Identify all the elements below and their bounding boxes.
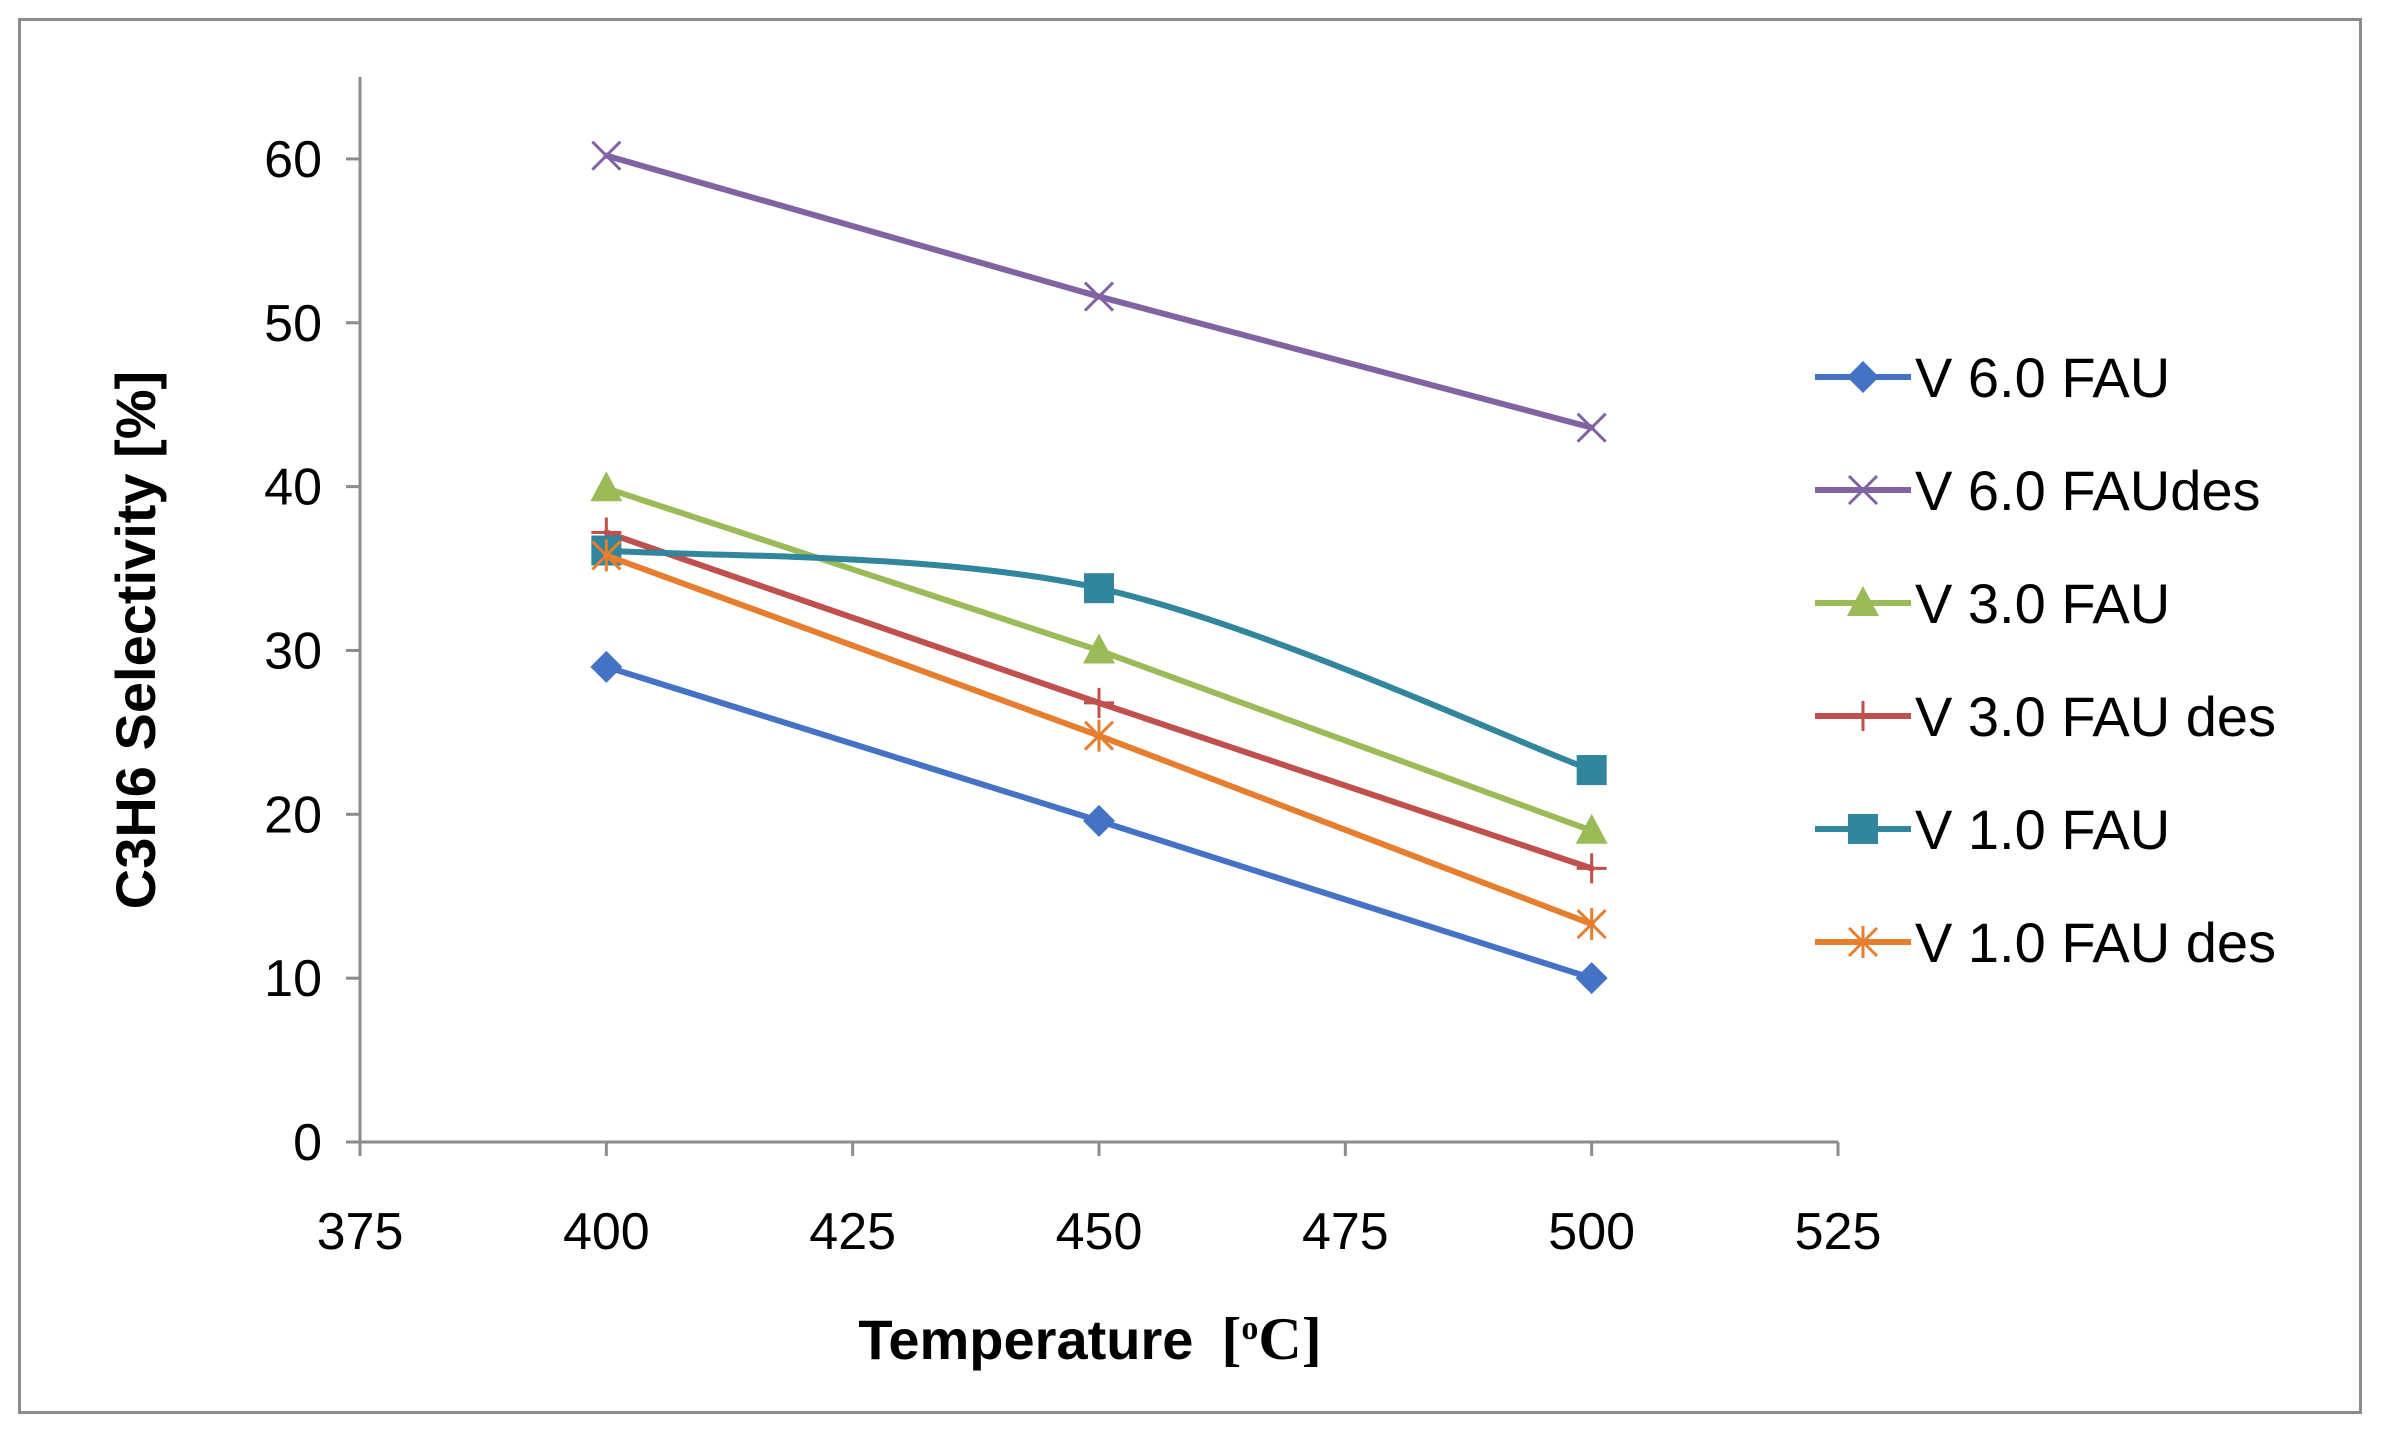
x-tick-label: 500 xyxy=(1548,1203,1635,1261)
data-point xyxy=(1576,908,1607,941)
x-tick-label: 525 xyxy=(1795,1203,1882,1261)
legend-marker xyxy=(1848,814,1878,844)
data-point xyxy=(1576,853,1607,884)
legend-label: V 6.0 FAU xyxy=(1915,346,2170,409)
x-tick-label: 425 xyxy=(809,1203,896,1261)
legend-marker xyxy=(1847,361,1879,393)
triangle-marker xyxy=(1575,813,1608,844)
data-point xyxy=(591,539,622,572)
triangle-marker xyxy=(1847,586,1879,616)
legend-label: V 3.0 FAU des xyxy=(1915,685,2276,748)
legend-item: V 3.0 FAU xyxy=(1815,572,2170,635)
series-v-6-0-fau xyxy=(590,650,1608,995)
data-point xyxy=(1083,633,1115,664)
data-point xyxy=(1576,412,1607,443)
legend-item: V 3.0 FAU des xyxy=(1815,685,2276,748)
series-v-1-0-fau-des xyxy=(591,539,1607,941)
y-tick-label: 50 xyxy=(264,295,322,353)
x-marker-stroke xyxy=(1847,474,1879,506)
diamond-marker xyxy=(590,650,623,683)
x-marker-stroke xyxy=(591,140,622,171)
square-marker xyxy=(1576,755,1607,786)
data-point xyxy=(1575,962,1608,995)
x-tick-label: 475 xyxy=(1302,1203,1389,1261)
legend-item: V 6.0 FAU xyxy=(1815,346,2170,409)
legend-label: V 1.0 FAU xyxy=(1915,798,2170,861)
data-point xyxy=(591,140,622,171)
diamond-marker xyxy=(1575,962,1608,995)
legend-label: V 3.0 FAU xyxy=(1915,572,2170,635)
square-marker xyxy=(1848,814,1878,844)
legend-marker xyxy=(1848,701,1878,731)
data-point xyxy=(1084,687,1114,718)
series-line xyxy=(603,152,1595,431)
series-v-3-0-fau xyxy=(590,471,1608,844)
data-point xyxy=(590,471,623,502)
y-tick-label: 40 xyxy=(264,459,322,517)
x-tick-label: 450 xyxy=(1056,1203,1143,1261)
square-marker xyxy=(1084,573,1114,604)
y-tick-label: 30 xyxy=(264,622,322,680)
chart-frame xyxy=(18,18,2362,1414)
x-axis-unit-open: [ xyxy=(1221,1306,1241,1372)
x-tick-label: 400 xyxy=(563,1203,650,1261)
series-v-6-0-faudes xyxy=(591,140,1607,443)
y-tick-label: 0 xyxy=(293,1114,322,1172)
diamond-marker xyxy=(1847,361,1879,393)
legend-marker xyxy=(1847,926,1879,958)
axes-layer: 0 10 20 30 40 50 60 375 400 425 450 475 500 525 xyxy=(264,77,1881,1261)
data-point xyxy=(1083,281,1115,312)
triangle-marker xyxy=(590,471,623,502)
x-marker-stroke xyxy=(1083,281,1115,312)
legend-label: V 1.0 FAU des xyxy=(1915,911,2276,974)
legend-item: V 6.0 FAUdes xyxy=(1815,459,2261,522)
y-tick-label: 60 xyxy=(264,131,322,189)
x-tick-label: 375 xyxy=(317,1203,404,1261)
data-point xyxy=(590,650,623,683)
series-v-3-0-fau-des xyxy=(591,517,1607,884)
x-axis-title: Temperature [oC] xyxy=(858,1306,1321,1372)
legend: V 6.0 FAU V 6.0 FAUdes V 3.0 FAU V 3.0 FAU … xyxy=(1815,346,2276,974)
data-point xyxy=(1575,813,1608,844)
legend-item: V 1.0 FAU des xyxy=(1815,911,2276,974)
data-point xyxy=(1083,719,1115,752)
diamond-marker xyxy=(1083,804,1115,837)
y-tick-label: 10 xyxy=(264,950,322,1008)
x-marker-stroke xyxy=(1576,412,1607,443)
series-layer xyxy=(590,140,1608,995)
triangle-marker xyxy=(1083,633,1115,664)
data-point xyxy=(1083,804,1115,837)
series-v-1-0-fau xyxy=(591,535,1607,786)
legend-item: V 1.0 FAU xyxy=(1815,798,2170,861)
x-axis-unit-main: C] xyxy=(1258,1306,1321,1372)
y-axis-title: C3H6 Selectivity [%] xyxy=(104,371,167,909)
legend-label: V 6.0 FAUdes xyxy=(1915,459,2261,522)
legend-marker xyxy=(1847,586,1879,616)
data-point xyxy=(1576,755,1607,786)
y-tick-label: 20 xyxy=(264,786,322,844)
x-axis-unit-sup: o xyxy=(1241,1310,1258,1347)
x-axis-label: Temperature xyxy=(858,1308,1193,1371)
data-point xyxy=(1084,573,1114,604)
legend-marker xyxy=(1847,474,1879,506)
